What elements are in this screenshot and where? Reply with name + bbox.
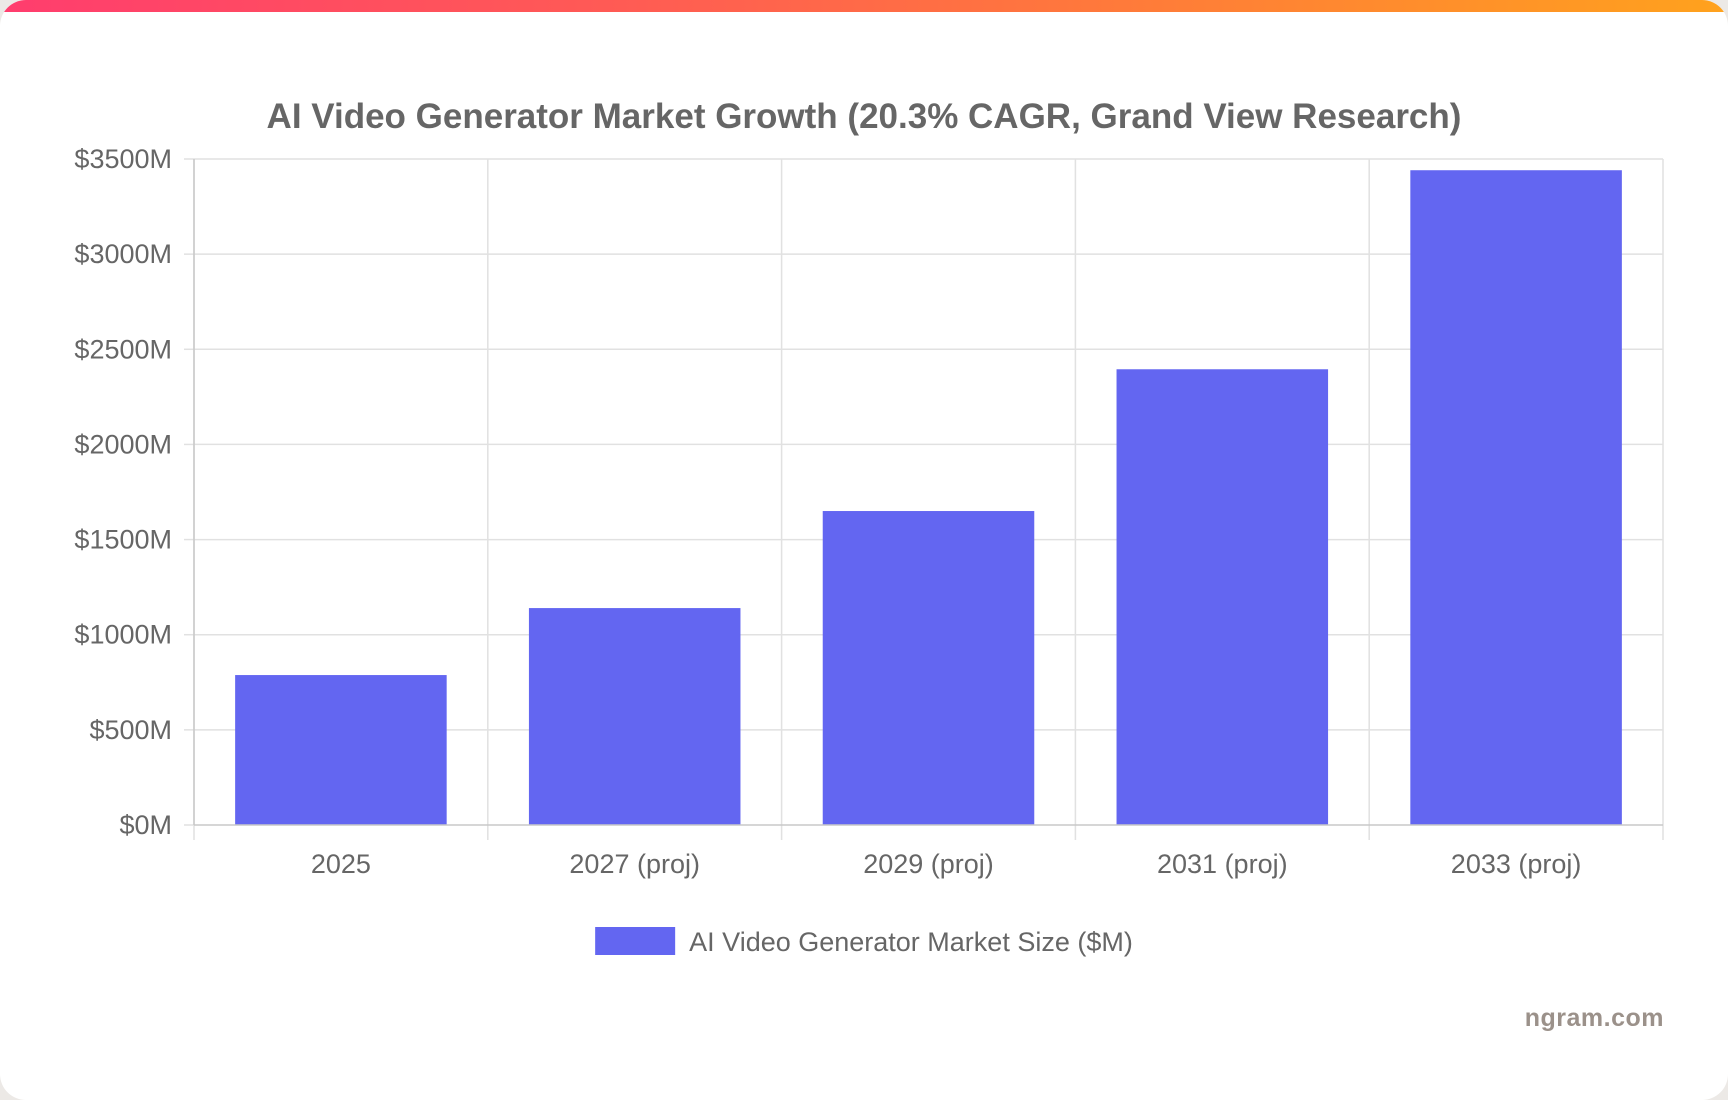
bar[interactable] (528, 608, 741, 825)
watermark: ngram.com (1524, 1004, 1664, 1032)
y-tick-label: $1000M (74, 620, 172, 650)
y-tick-label: $3000M (74, 239, 172, 269)
y-tick-label: $2000M (74, 429, 172, 459)
x-tick-label: 2029 (proj) (863, 849, 994, 879)
y-axis-tick-labels: $0M $500M $1000M $1500M $2000M $2500M $3000M $3… (74, 144, 172, 840)
x-tick-label: 2025 (311, 849, 371, 879)
bar[interactable] (1116, 369, 1329, 825)
bars (235, 170, 1622, 825)
y-tick-label: $3500M (74, 144, 172, 174)
accent-top-bar (0, 0, 1728, 12)
legend[interactable]: AI Video Generator Market Size ($M) (595, 927, 1133, 957)
legend-label[interactable]: AI Video Generator Market Size ($M) (689, 927, 1133, 957)
x-tick-label: 2031 (proj) (1157, 849, 1288, 879)
x-tick-label: 2033 (proj) (1451, 849, 1582, 879)
y-tick-label: $2500M (74, 334, 172, 364)
y-tick-label: $0M (119, 810, 172, 840)
axes (184, 158, 1663, 826)
legend-swatch[interactable] (595, 927, 676, 955)
bar[interactable] (235, 675, 447, 825)
chart-title: AI Video Generator Market Growth (20.3% … (267, 97, 1462, 136)
x-tick-label: 2027 (proj) (569, 849, 700, 879)
bar[interactable] (822, 511, 1035, 825)
y-tick-label: $500M (89, 715, 172, 745)
x-axis-tick-labels: 2025 2027 (proj) 2029 (proj) 2031 (proj) 203… (311, 849, 1582, 879)
y-tick-label: $1500M (74, 525, 172, 555)
bar[interactable] (1410, 170, 1622, 825)
